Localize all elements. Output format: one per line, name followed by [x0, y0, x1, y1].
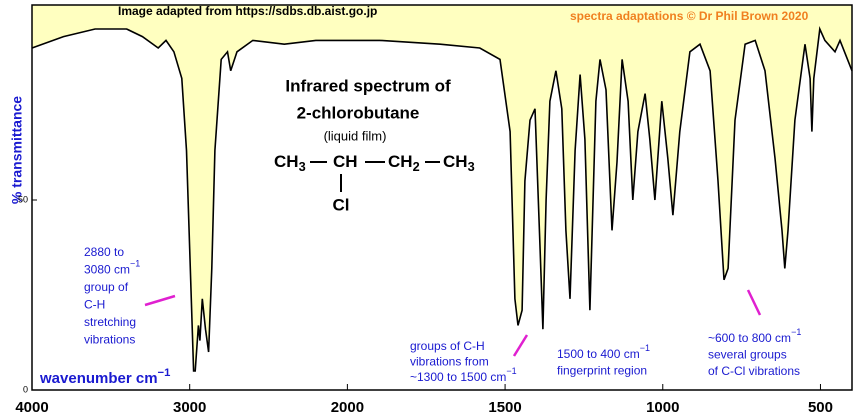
superscript: −1 — [130, 259, 140, 269]
title: Infrared spectrum of — [285, 76, 451, 95]
text-part: 1500 to 400 cm — [557, 347, 640, 361]
plot-frame — [31, 4, 853, 391]
formula-group: CH3 — [443, 152, 475, 174]
annotation-line: 1500 to 400 cm−1 — [557, 343, 650, 361]
formula-substituent: Cl — [333, 195, 350, 214]
text-part: ~1300 to 1500 cm — [410, 370, 506, 384]
superscript: −1 — [158, 367, 171, 379]
text-part: C-H — [84, 298, 105, 312]
credit: Image adapted from https://sdbs.db.aist.… — [118, 4, 377, 18]
annotation-line: stretching — [84, 315, 136, 329]
annotation-line: of C-Cl vibrations — [708, 364, 800, 378]
text-part: wavenumber cm — [39, 370, 158, 387]
text-part: CH — [274, 152, 299, 171]
text-part: of C-Cl vibrations — [708, 364, 800, 378]
x-tick-label: 4000 — [15, 399, 48, 416]
annotation-line: groups of C-H — [410, 339, 485, 353]
annotation-line: ~1300 to 1500 cm−1 — [410, 366, 517, 384]
annotation-line: vibrations — [84, 333, 135, 347]
text-part: several groups — [708, 348, 787, 362]
x-axis-label: wavenumber cm−1 — [39, 367, 170, 387]
transmittance-fill — [32, 5, 852, 371]
annotation-line: 2880 to — [84, 245, 124, 259]
annotation-line: fingerprint region — [557, 364, 647, 378]
annotation-line: ~600 to 800 cm−1 — [708, 327, 801, 345]
text-part: CH — [333, 152, 358, 171]
superscript: −1 — [506, 366, 516, 376]
text-part: fingerprint region — [557, 364, 647, 378]
annotation-line: 3080 cm−1 — [84, 259, 140, 277]
x-tick-label: 3000 — [173, 399, 206, 416]
subscript: 3 — [468, 159, 475, 174]
text-part: CH — [388, 152, 413, 171]
formula-group: CH3 — [274, 152, 306, 174]
y-axis-label: % transmittance — [9, 96, 25, 204]
subscript: 2 — [413, 159, 420, 174]
superscript: −1 — [791, 327, 801, 337]
subscript: 3 — [299, 159, 306, 174]
formula-group: CH — [333, 152, 358, 171]
text-part: ~600 to 800 cm — [708, 331, 791, 345]
text-part: group of — [84, 280, 129, 294]
y-tick-label: 0 — [23, 384, 28, 394]
text-part: vibrations from — [410, 355, 489, 369]
bonds — [310, 161, 440, 192]
superscript: −1 — [640, 343, 650, 353]
annotation-line: several groups — [708, 348, 787, 362]
text-part: CH — [443, 152, 468, 171]
y-tick-label: 50 — [18, 194, 28, 204]
text-part: vibrations — [84, 333, 135, 347]
annotation-line: vibrations from — [410, 355, 489, 369]
formula-group: CH2 — [388, 152, 420, 174]
subtitle: (liquid film) — [324, 128, 387, 143]
x-tick-label: 2000 — [331, 399, 364, 416]
x-tick-label: 500 — [808, 399, 833, 416]
text-part: 2880 to — [84, 245, 124, 259]
annotation-line: C-H — [84, 298, 105, 312]
compound: 2-chlorobutane — [297, 103, 420, 122]
spectrum-line — [31, 26, 853, 372]
copyright: spectra adaptations © Dr Phil Brown 2020 — [570, 9, 809, 23]
annotation-line: group of — [84, 280, 129, 294]
text-part: groups of C-H — [410, 339, 485, 353]
text-part: 3080 cm — [84, 263, 130, 277]
x-tick-label: 1000 — [646, 399, 679, 416]
pointers — [144, 289, 762, 357]
text-part: stretching — [84, 315, 136, 329]
plot-area — [31, 5, 853, 372]
x-tick-label: 1500 — [488, 399, 521, 416]
